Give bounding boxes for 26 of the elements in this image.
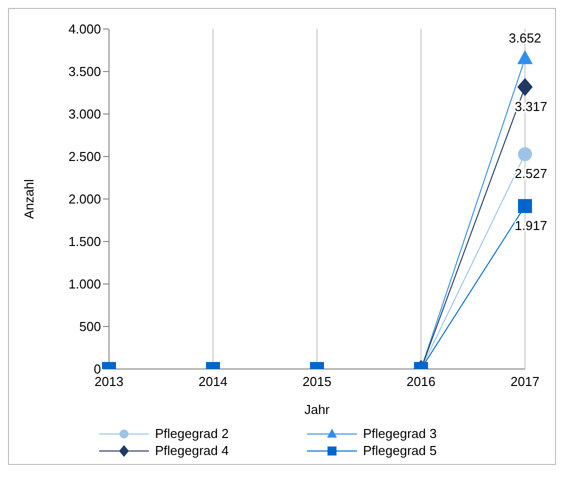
y-tick-label: 2.000: [68, 192, 101, 207]
legend-label: Pflegegrad 4: [155, 443, 229, 458]
y-tick-label: 0: [94, 362, 101, 377]
x-tick-label: 2017: [510, 374, 540, 390]
x-tick-label: 2014: [198, 374, 228, 390]
data-label: 2.527: [514, 166, 548, 182]
y-tick-label: 3.500: [68, 64, 101, 80]
y-tick-label: 1.500: [68, 234, 101, 250]
x-axis-title: Jahr: [304, 402, 330, 417]
point: [518, 147, 532, 162]
data-label: 1.917: [514, 218, 548, 234]
y-axis-title: Anzahl: [22, 179, 37, 219]
x-tick-label: 2013: [94, 374, 124, 390]
x-tick-label: 2015: [302, 374, 332, 390]
y-tick-label: 3.000: [68, 106, 101, 122]
data-label: 3.652: [508, 30, 542, 46]
y-tick-label: 4.000: [68, 22, 101, 37]
y-tick-label: 1.000: [68, 276, 101, 292]
x-tick-label: 2016: [406, 374, 436, 390]
y-tick-label: 2.500: [68, 149, 101, 164]
legend-label: Pflegegrad 2: [155, 426, 229, 441]
point: [517, 78, 533, 96]
y-tick-label: 500: [79, 319, 101, 334]
point: [518, 199, 532, 214]
legend-label: Pflegegrad 3: [363, 426, 437, 441]
legend-label: Pflegegrad 5: [363, 443, 437, 458]
